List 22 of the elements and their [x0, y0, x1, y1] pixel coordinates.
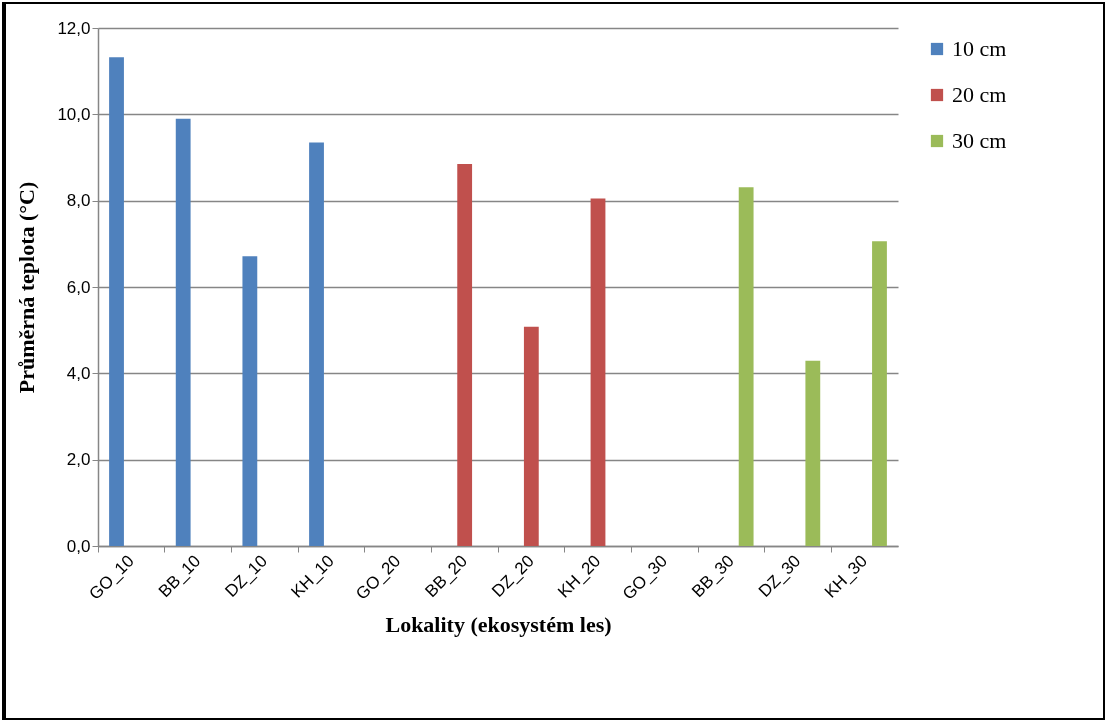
y-tick-label: 0,0	[66, 536, 91, 556]
y-tick-label: 12,0	[57, 18, 91, 38]
y-tick-label: 10,0	[57, 104, 91, 124]
x-axis-title: Lokality (ekosystém les)	[385, 611, 612, 637]
bar	[457, 163, 473, 546]
legend-label: 10 cm	[952, 36, 1007, 61]
y-tick-label: 6,0	[66, 277, 91, 297]
bar	[872, 241, 887, 546]
bar	[805, 360, 821, 546]
bar	[523, 326, 539, 546]
bar	[242, 256, 258, 546]
bar	[309, 142, 324, 546]
legend-label: 20 cm	[952, 82, 1007, 107]
y-tick-label: 8,0	[66, 191, 91, 211]
bar	[109, 57, 124, 546]
bar	[175, 118, 191, 546]
bar	[738, 187, 754, 546]
y-tick-label: 2,0	[66, 450, 91, 470]
y-tick-label: 4,0	[66, 363, 91, 383]
y-axis-title: Průměrná teplota (°C)	[14, 181, 40, 394]
legend-label: 30 cm	[952, 128, 1007, 153]
bar	[590, 198, 606, 546]
